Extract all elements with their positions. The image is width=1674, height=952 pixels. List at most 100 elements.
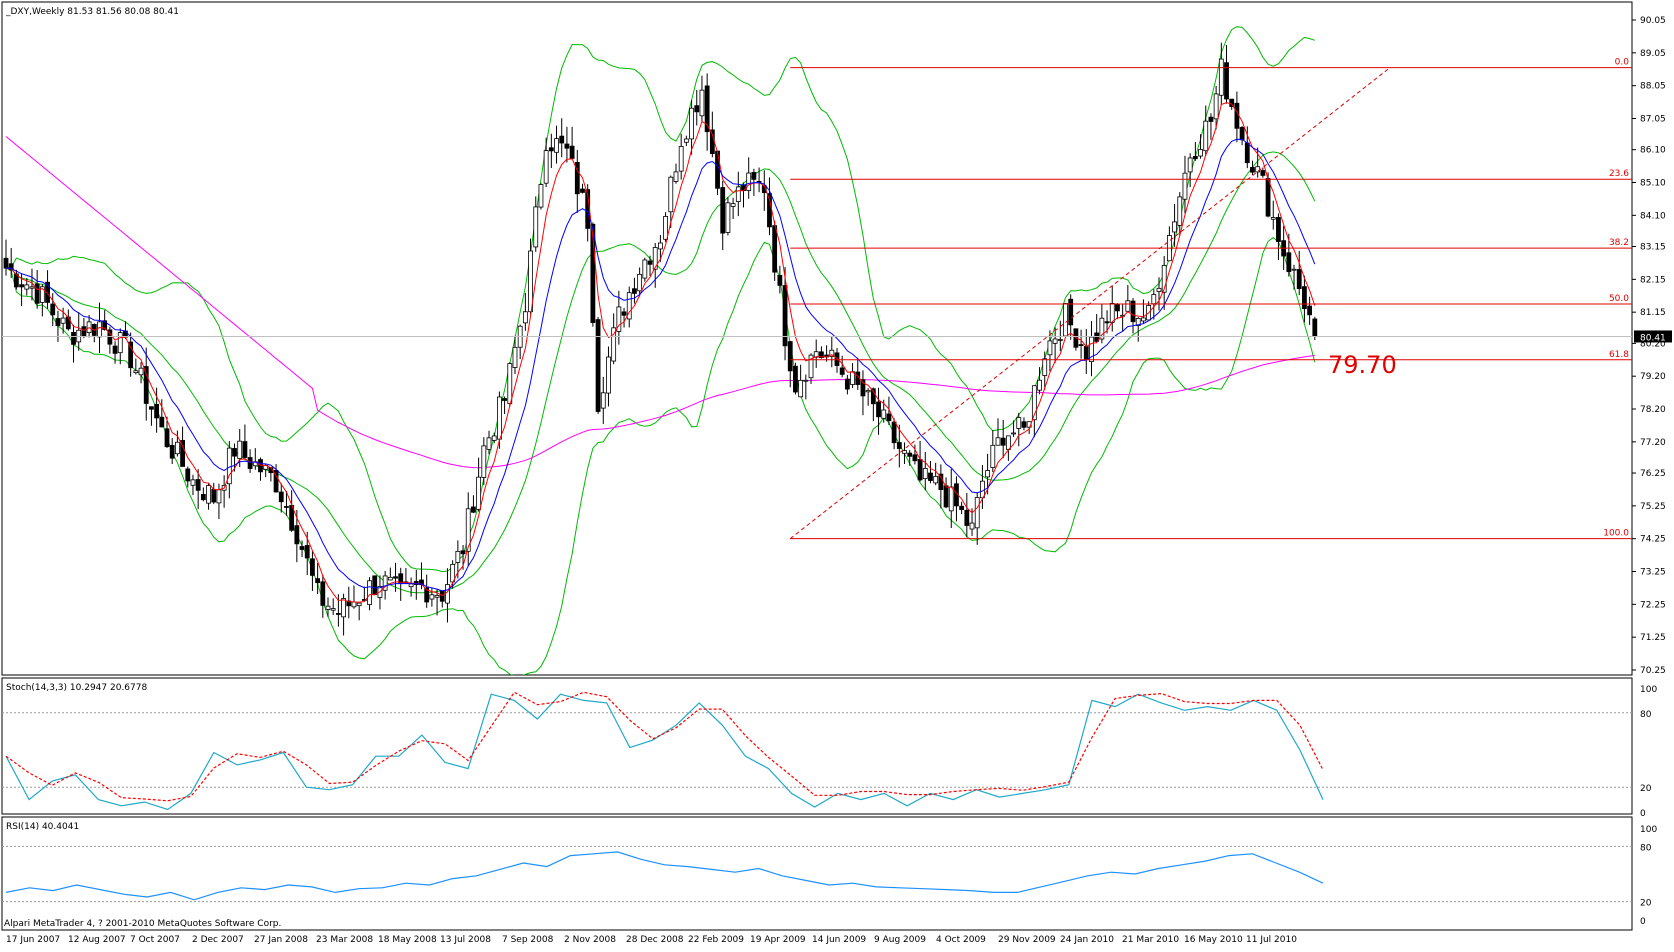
axis-layer: 90.05 89.05 88.05 87.05 86.10 85.10 84.10 83.15… [6,16,1672,945]
candle-body [1229,98,1235,107]
candle-body [180,440,185,467]
fib-trendline[interactable] [789,67,1391,540]
candle-body [143,366,149,404]
x-tick-label: 9 Aug 2009 [874,935,926,945]
candle-body [964,509,970,526]
candle-body [211,488,217,503]
candle-body [1031,385,1037,421]
candle-body [1078,344,1084,346]
candle-body [55,318,61,327]
candle-body [1276,216,1281,242]
candle-body [1104,321,1110,324]
y-tick-label: 87.05 [1640,114,1666,124]
candle-body [1172,221,1177,233]
candle-body [730,203,736,207]
candle-body [912,454,918,462]
candle-body [642,259,648,279]
stoch-y-tick: 80 [1640,710,1652,720]
x-tick-label: 17 Jun 2007 [6,935,60,945]
x-tick-label: 19 Apr 2009 [750,935,806,945]
x-tick-label: 12 Aug 2007 [68,935,126,945]
x-tick-label: 28 Dec 2008 [626,935,684,945]
candle-body [393,576,398,579]
y-tick-label: 77.20 [1640,438,1666,448]
candle-body [367,580,372,605]
candle-body [1156,287,1162,292]
candle-body [1198,149,1203,157]
candle-body [278,491,284,503]
candle-body [330,608,336,611]
candle-body [980,480,985,499]
candle-body [985,470,991,478]
candle-body [174,441,180,455]
candle-body [19,284,24,288]
rsi-panel[interactable] [1,816,1633,931]
candle-body [621,311,627,316]
candle-body [382,575,388,591]
candle-body [787,341,793,372]
candle-body [720,187,726,234]
candle-body [844,378,850,390]
candle-body [995,437,1001,446]
candle-body [559,135,565,144]
candle-body [829,349,835,357]
candle-body [1099,317,1105,340]
candle-body [1286,252,1292,273]
candle-body [81,326,87,337]
candle-body [1000,437,1006,446]
candle-body [1224,62,1229,100]
candle-body [663,216,668,240]
x-tick-label: 24 Jan 2010 [1060,935,1114,945]
y-tick-label: 80.20 [1640,339,1666,349]
candle-body [71,331,76,345]
candle-body [917,458,923,481]
candle-body [637,273,643,292]
main-header: _DXY,Weekly 81.53 81.56 80.08 80.41 [5,7,179,17]
candle-body [149,406,154,410]
candle-body [408,583,414,588]
y-tick-label: 84.10 [1640,211,1666,221]
candle-body [902,450,907,454]
fib-label: 0.0 [1615,58,1630,68]
y-tick-label: 90.05 [1640,16,1666,26]
candle-body [626,292,632,320]
candle-body [834,352,840,366]
stoch-main-line [5,693,1324,811]
candle-body [922,468,928,480]
stoch-panel[interactable] [1,677,1633,815]
candle-body [13,273,19,288]
candle-body [325,605,331,610]
candle-body [881,409,887,419]
candle-body [948,486,954,512]
candle-body [782,285,788,347]
candle-body [3,257,9,269]
candle-body [678,146,684,172]
candle-body [242,441,248,458]
candle-body [496,396,502,440]
candle-body [793,365,798,393]
candle-body [117,332,123,354]
fib-label: 23.6 [1609,169,1629,179]
candle-body [486,437,492,450]
stoch-signal-line [5,691,1324,802]
candle-body [1052,338,1058,344]
candle-body [704,85,710,133]
candle-body [658,242,663,250]
y-tick-label: 81.15 [1640,308,1666,318]
rsi-y-tick: 80 [1640,843,1652,853]
candle-body [735,186,741,202]
candle-body [876,401,881,418]
candle-body [1182,172,1188,200]
candle-body [1244,142,1250,164]
main-panel[interactable] [1,1,1633,676]
candle-body [1312,318,1318,337]
candle-body [1270,217,1276,220]
x-tick-label: 2 Dec 2007 [192,935,244,945]
fib-label: 61.8 [1609,350,1629,360]
candle-body [200,493,206,501]
candle-body [725,202,731,233]
candle-body [356,602,362,607]
candle-body [580,188,585,193]
